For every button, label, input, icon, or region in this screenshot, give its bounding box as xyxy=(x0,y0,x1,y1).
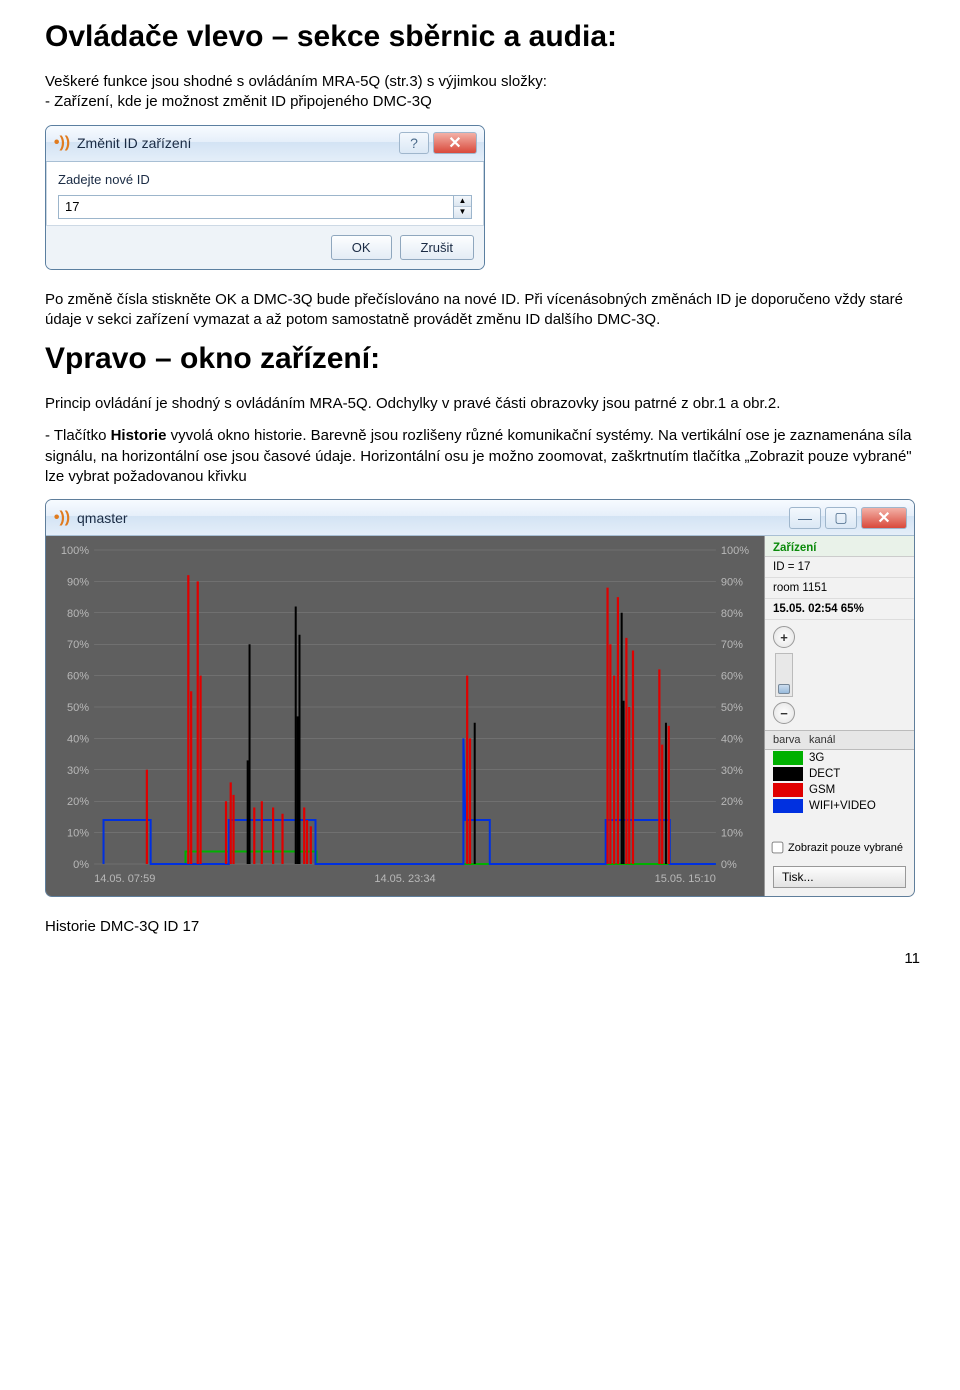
figure-caption: Historie DMC-3Q ID 17 xyxy=(45,917,920,937)
id-input[interactable] xyxy=(58,195,454,219)
svg-text:40%: 40% xyxy=(721,733,743,745)
svg-text:80%: 80% xyxy=(721,608,743,620)
legend-row[interactable]: DECT xyxy=(765,766,914,782)
device-id: ID = 17 xyxy=(765,557,914,578)
zoom-slider[interactable] xyxy=(775,653,793,697)
page-number: 11 xyxy=(45,949,920,969)
change-id-dialog: •)) Změnit ID zařízení ? ✕ Zadejte nové … xyxy=(45,125,485,270)
svg-text:50%: 50% xyxy=(721,702,743,714)
svg-text:50%: 50% xyxy=(67,702,89,714)
section-heading-2: Vpravo – okno zařízení: xyxy=(45,342,920,376)
history-chart[interactable]: 0% 0% 10% 10% 20% 20% 30% 30% 40% 40% 50% 50% 60% 60%… xyxy=(46,536,764,896)
svg-text:30%: 30% xyxy=(67,765,89,777)
device-datetime: 15.05. 02:54 65% xyxy=(765,599,914,620)
paragraph-4: - Tlačítko Historie vyvolá okno historie… xyxy=(45,426,920,487)
svg-text:0%: 0% xyxy=(721,859,737,871)
ok-button[interactable]: OK xyxy=(331,235,392,260)
device-room: room 1151 xyxy=(765,578,914,599)
zoom-in-button[interactable]: + xyxy=(773,626,795,648)
show-selected-checkbox[interactable]: Zobrazit pouze vybrané xyxy=(765,835,914,860)
svg-text:30%: 30% xyxy=(721,765,743,777)
svg-text:15.05. 15:10: 15.05. 15:10 xyxy=(655,873,716,885)
sound-icon: •)) xyxy=(53,134,71,152)
svg-text:90%: 90% xyxy=(67,576,89,588)
close-button[interactable]: ✕ xyxy=(433,132,477,154)
section-heading-1: Ovládače vlevo – sekce sběrnic a audia: xyxy=(45,20,920,54)
legend-row[interactable]: WIFI+VIDEO xyxy=(765,798,914,814)
chart-sidebar: Zařízení ID = 17 room 1151 15.05. 02:54 … xyxy=(764,536,914,896)
svg-text:10%: 10% xyxy=(721,828,743,840)
intro-paragraph: Veškeré funkce jsou shodné s ovládáním M… xyxy=(45,72,920,113)
svg-text:60%: 60% xyxy=(721,671,743,683)
sidebar-header: Zařízení xyxy=(765,536,914,557)
svg-text:70%: 70% xyxy=(67,639,89,651)
svg-text:60%: 60% xyxy=(67,671,89,683)
sound-icon: •)) xyxy=(53,509,71,527)
minimize-button[interactable]: — xyxy=(789,507,821,529)
paragraph-3: Princip ovládání je shodný s ovládáním M… xyxy=(45,394,920,414)
close-button[interactable]: ✕ xyxy=(861,507,907,529)
svg-text:0%: 0% xyxy=(73,859,89,871)
legend-row[interactable]: 3G xyxy=(765,750,914,766)
svg-text:70%: 70% xyxy=(721,639,743,651)
help-button[interactable]: ? xyxy=(399,132,429,154)
legend-row[interactable]: GSM xyxy=(765,782,914,798)
qmaster-title: qmaster xyxy=(77,510,785,526)
svg-text:20%: 20% xyxy=(67,796,89,808)
qmaster-titlebar: •)) qmaster — ▢ ✕ xyxy=(46,500,914,536)
svg-text:40%: 40% xyxy=(67,733,89,745)
print-button[interactable]: Tisk... xyxy=(773,866,906,888)
qmaster-window: •)) qmaster — ▢ ✕ 0% 0% 10% 10% 20% 20% 30% 30%… xyxy=(45,499,915,897)
svg-text:14.05. 07:59: 14.05. 07:59 xyxy=(94,873,155,885)
dialog-titlebar: •)) Změnit ID zařízení ? ✕ xyxy=(46,126,484,162)
zoom-out-button[interactable]: − xyxy=(773,702,795,724)
svg-text:20%: 20% xyxy=(721,796,743,808)
svg-text:10%: 10% xyxy=(67,828,89,840)
maximize-button[interactable]: ▢ xyxy=(825,507,857,529)
svg-text:100%: 100% xyxy=(721,545,749,557)
spin-buttons[interactable]: ▲▼ xyxy=(454,195,472,219)
paragraph-after-dialog: Po změně čísla stiskněte OK a DMC-3Q bud… xyxy=(45,290,920,331)
svg-text:80%: 80% xyxy=(67,608,89,620)
cancel-button[interactable]: Zrušit xyxy=(400,235,475,260)
svg-text:90%: 90% xyxy=(721,576,743,588)
input-label: Zadejte nové ID xyxy=(58,172,472,187)
svg-text:14.05. 23:34: 14.05. 23:34 xyxy=(374,873,435,885)
legend-header: barva kanál xyxy=(765,730,914,750)
dialog-title: Změnit ID zařízení xyxy=(77,135,395,151)
svg-text:100%: 100% xyxy=(61,545,89,557)
